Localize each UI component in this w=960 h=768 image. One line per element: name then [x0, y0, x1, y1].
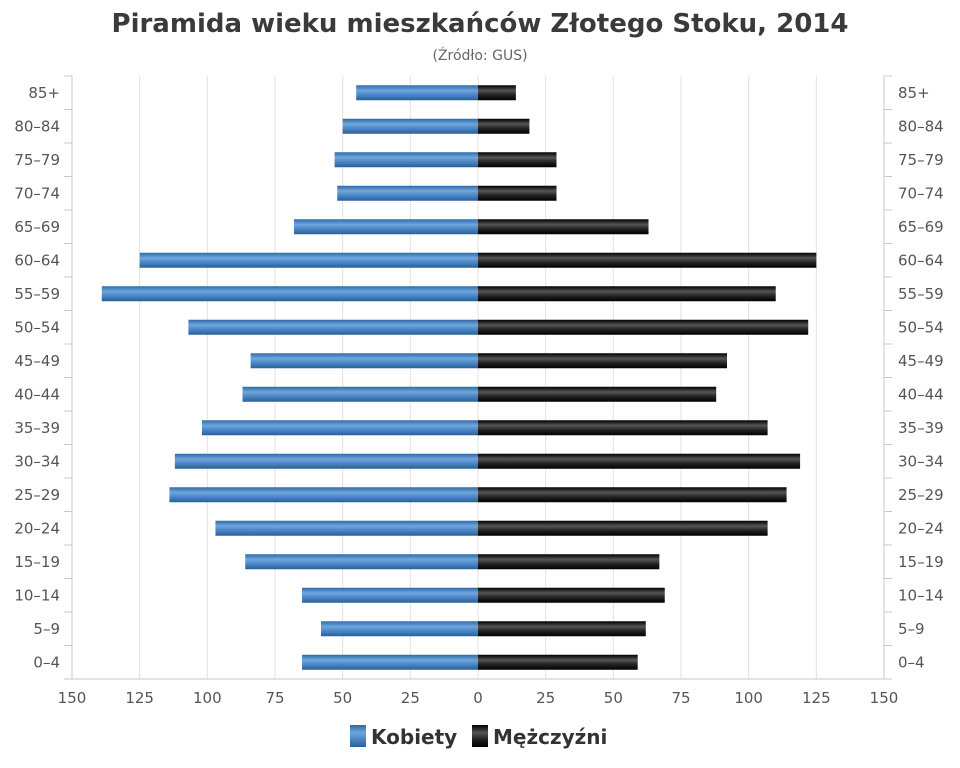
- bar-women: [250, 353, 478, 369]
- bar-men: [478, 453, 801, 469]
- x-tick-label: 0: [473, 689, 483, 707]
- category-label-left: 0–4: [33, 653, 60, 671]
- bar-women: [201, 420, 479, 436]
- category-label-left: 50–54: [14, 318, 60, 336]
- bar-men: [478, 286, 776, 302]
- category-label-right: 75–79: [898, 151, 944, 169]
- bar-women: [245, 554, 478, 570]
- category-label-right: 25–29: [898, 486, 944, 504]
- x-tick-label: 150: [58, 689, 87, 707]
- category-label-right: 20–24: [898, 519, 944, 537]
- x-tick-label: 25: [401, 689, 420, 707]
- x-tick-label: 125: [125, 689, 154, 707]
- chart-subtitle: (Źródło: GUS): [432, 46, 527, 64]
- category-label-left: 80–84: [14, 117, 60, 135]
- category-label-left: 65–69: [14, 218, 60, 236]
- category-label-right: 5–9: [898, 620, 925, 638]
- bar-men: [478, 85, 516, 101]
- bar-women: [302, 654, 478, 670]
- category-label-left: 10–14: [14, 586, 60, 604]
- category-label-right: 35–39: [898, 419, 944, 437]
- category-label-right: 0–4: [898, 653, 925, 671]
- category-label-left: 30–34: [14, 452, 60, 470]
- category-label-right: 40–44: [898, 385, 944, 403]
- x-tick-label: 100: [734, 689, 763, 707]
- bar-men: [478, 118, 530, 134]
- category-label-right: 45–49: [898, 352, 944, 370]
- x-tick-label: 50: [604, 689, 623, 707]
- bar-women: [342, 118, 478, 134]
- x-tick-labels: 150 125 100 75 50 25 0 25 50 75 100 125 150: [58, 689, 899, 707]
- bar-women: [188, 319, 479, 335]
- category-label-right: 50–54: [898, 318, 944, 336]
- category-label-left: 35–39: [14, 419, 60, 437]
- category-label-right: 55–59: [898, 285, 944, 303]
- bar-women: [139, 252, 478, 268]
- bar-women: [321, 621, 478, 637]
- category-label-right: 15–19: [898, 553, 944, 571]
- legend-swatch-women: [350, 725, 366, 747]
- category-label-right: 10–14: [898, 586, 944, 604]
- category-label-left: 45–49: [14, 352, 60, 370]
- bar-women: [242, 386, 478, 402]
- bar-women: [356, 85, 478, 101]
- category-label-left: 5–9: [33, 620, 60, 638]
- bar-men: [478, 587, 665, 603]
- legend-item-women[interactable]: Kobiety: [350, 725, 457, 749]
- legend[interactable]: Kobiety Mężczyźni: [350, 725, 607, 749]
- bar-women: [169, 487, 478, 503]
- bar-men: [478, 487, 787, 503]
- bar-men: [478, 185, 557, 201]
- category-label-right: 85+: [898, 84, 930, 102]
- bar-women: [293, 219, 478, 235]
- category-label-left: 15–19: [14, 553, 60, 571]
- category-label-left: 75–79: [14, 151, 60, 169]
- chart-title: Piramida wieku mieszkańców Złotego Stoku…: [112, 9, 849, 39]
- category-label-left: 70–74: [14, 184, 60, 202]
- x-tick-label: 75: [265, 689, 284, 707]
- category-labels: 85+ 85+ 80–84 80–84 75–79 75–79 70–74 70–74 65–6…: [14, 84, 943, 672]
- bar-men: [478, 386, 717, 402]
- bar-men: [478, 353, 728, 369]
- category-label-right: 70–74: [898, 184, 944, 202]
- axes: [64, 75, 892, 680]
- category-label-right: 65–69: [898, 218, 944, 236]
- bars: [101, 85, 817, 670]
- legend-swatch-men: [472, 725, 488, 747]
- x-tick-label: 75: [671, 689, 690, 707]
- category-label-left: 85+: [28, 84, 60, 102]
- category-label-right: 60–64: [898, 251, 944, 269]
- category-label-left: 40–44: [14, 385, 60, 403]
- bar-women: [101, 286, 479, 302]
- bar-women: [215, 520, 478, 536]
- x-tick-label: 150: [870, 689, 899, 707]
- bar-men: [478, 252, 817, 268]
- bar-women: [302, 587, 478, 603]
- category-label-left: 25–29: [14, 486, 60, 504]
- bar-men: [478, 152, 557, 168]
- legend-label-women: Kobiety: [371, 725, 457, 749]
- bar-men: [478, 520, 768, 536]
- legend-item-men[interactable]: Mężczyźni: [472, 725, 607, 749]
- bar-women: [337, 185, 478, 201]
- x-tick-label: 25: [536, 689, 555, 707]
- x-tick-label: 125: [802, 689, 831, 707]
- bar-men: [478, 420, 768, 436]
- category-label-left: 20–24: [14, 519, 60, 537]
- x-tick-label: 100: [193, 689, 222, 707]
- bar-men: [478, 219, 649, 235]
- category-label-left: 60–64: [14, 251, 60, 269]
- legend-label-men: Mężczyźni: [493, 725, 607, 749]
- bar-women: [174, 453, 478, 469]
- bar-men: [478, 319, 809, 335]
- x-tick-label: 50: [333, 689, 352, 707]
- category-label-right: 30–34: [898, 452, 944, 470]
- bar-women: [334, 152, 478, 168]
- bar-men: [478, 654, 638, 670]
- category-label-right: 80–84: [898, 117, 944, 135]
- category-label-left: 55–59: [14, 285, 60, 303]
- bar-men: [478, 554, 660, 570]
- bar-men: [478, 621, 646, 637]
